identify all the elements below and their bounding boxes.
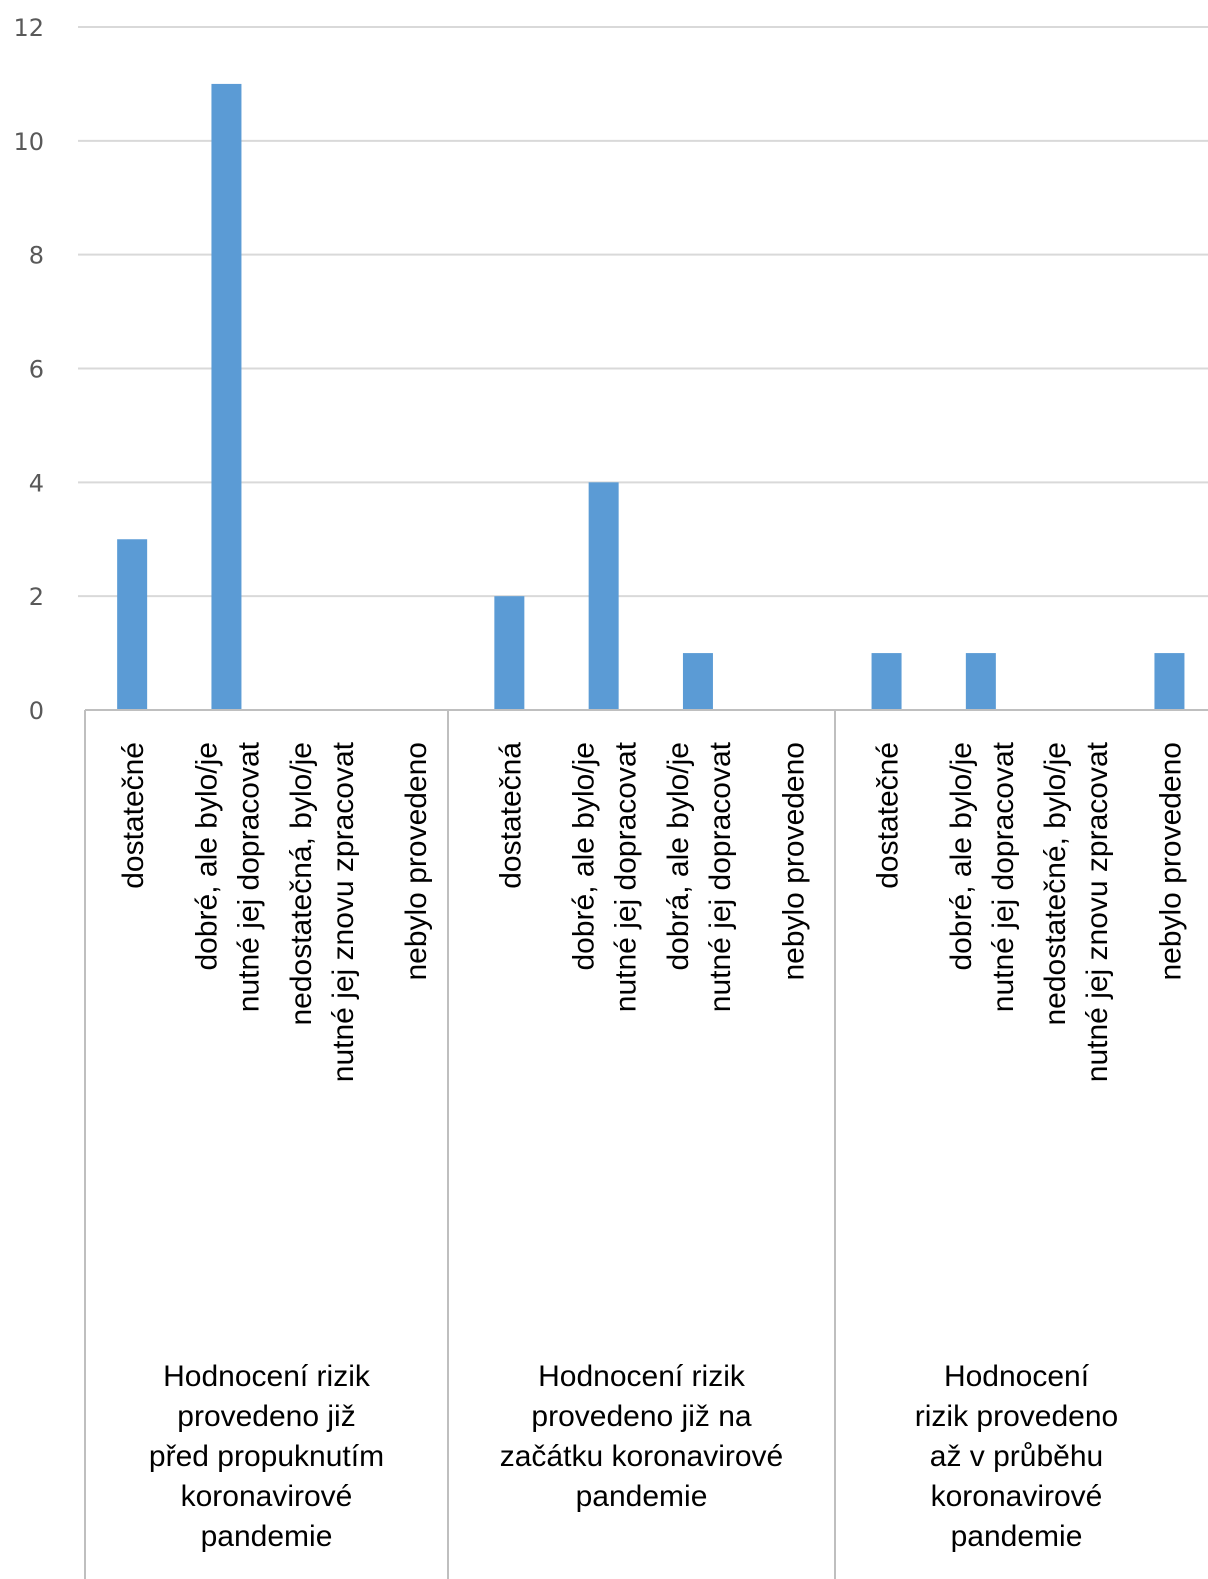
group-label-line: až v průběhu [930, 1440, 1103, 1473]
group-label-line: pandemie [951, 1520, 1083, 1553]
category-label: nedostatečné, bylo/je nutné jej znovu zpr… [1039, 741, 1114, 1082]
category-label-line: nutné jej znovu zpracovat [1081, 741, 1114, 1082]
group-label: Hodnocení rizik provedeno až v průběhu koro… [915, 1360, 1118, 1553]
y-tick-label: 4 [29, 469, 44, 497]
group-label-line: Hodnocení rizik [163, 1360, 371, 1393]
bar [1154, 653, 1185, 710]
category-label-line: dobrá, ale bylo/je [662, 742, 695, 971]
category-label-line: nutné jej dopracovat [232, 741, 265, 1012]
y-tick-label: 2 [29, 583, 44, 611]
group-label-line: koronavirové [181, 1480, 353, 1513]
group-label-line: Hodnocení [944, 1360, 1090, 1393]
category-axis [84, 709, 1208, 1579]
group-label-line: pandemie [201, 1520, 333, 1553]
category-label-line: dostatečné [117, 742, 150, 889]
bar [871, 653, 902, 710]
bar [965, 653, 996, 710]
category-label-line: dobré, ale bylo/je [945, 742, 978, 971]
category-label: nebylo provedeno [777, 742, 810, 981]
category-label-line: nutné jej dopracovat [987, 741, 1020, 1012]
category-label-line: dobré, ale bylo/je [190, 742, 223, 971]
category-label-line: nutné jej znovu zpracovat [327, 741, 360, 1082]
bars [117, 83, 1185, 710]
y-axis-tick-labels: 0 2 4 6 8 10 12 [13, 14, 44, 725]
category-label-line: dobré, ale bylo/je [568, 742, 601, 971]
group-label-line: pandemie [576, 1480, 708, 1513]
y-tick-label: 6 [29, 356, 44, 384]
category-label: dobré, ale bylo/je nutné jej dopracovat [945, 741, 1020, 1012]
category-label: dobré, ale bylo/je nutné jej dopracovat [568, 741, 643, 1012]
category-label-line: dostatečná [494, 742, 527, 889]
gridlines [78, 26, 1208, 598]
group-label-line: rizik provedeno [915, 1400, 1118, 1433]
category-label-line: dostatečné [872, 742, 905, 889]
category-label: dostatečné [117, 742, 150, 889]
category-labels: dostatečné dobré, ale bylo/je nutné jej do… [117, 741, 1187, 1082]
group-label-line: koronavirové [931, 1480, 1103, 1513]
category-label: dobrá, ale bylo/je nutné jej dopracovat [662, 741, 737, 1012]
category-label-line: nedostatečná, bylo/je [285, 742, 318, 1026]
group-label-line: provedeno již [177, 1400, 355, 1433]
bar [211, 83, 242, 710]
group-label-line: provedeno již na [531, 1400, 751, 1433]
bar [588, 482, 619, 710]
category-label: nedostatečná, bylo/je nutné jej znovu zpr… [285, 741, 360, 1082]
group-labels: Hodnocení rizik provedeno již před propukn… [149, 1360, 1118, 1553]
group-label-line: začátku koronavirové [500, 1440, 783, 1473]
group-label-line: před propuknutím [149, 1440, 384, 1473]
y-tick-label: 8 [29, 242, 44, 270]
category-label: nebylo provedeno [400, 742, 433, 981]
y-tick-label: 10 [13, 128, 44, 156]
group-label: Hodnocení rizik provedeno již před propukn… [149, 1360, 384, 1553]
bar [494, 596, 525, 710]
category-label-line: nebylo provedeno [1154, 742, 1187, 981]
group-label: Hodnocení rizik provedeno již na začátku k… [500, 1360, 783, 1513]
category-label-line: nebylo provedeno [777, 742, 810, 981]
group-label-line: Hodnocení rizik [538, 1360, 746, 1393]
category-label-line: nebylo provedeno [400, 742, 433, 981]
y-tick-label: 0 [29, 697, 44, 725]
category-label: dobré, ale bylo/je nutné jej dopracovat [190, 741, 265, 1012]
category-label: nebylo provedeno [1154, 742, 1187, 981]
category-label: dostatečná [494, 742, 527, 889]
category-label-line: nutné jej dopracovat [610, 741, 643, 1012]
bar [117, 539, 148, 710]
category-label: dostatečné [872, 742, 905, 889]
y-tick-label: 12 [13, 14, 44, 42]
category-label-line: nutné jej dopracovat [704, 741, 737, 1012]
bar [682, 653, 713, 710]
category-label-line: nedostatečné, bylo/je [1039, 742, 1072, 1026]
